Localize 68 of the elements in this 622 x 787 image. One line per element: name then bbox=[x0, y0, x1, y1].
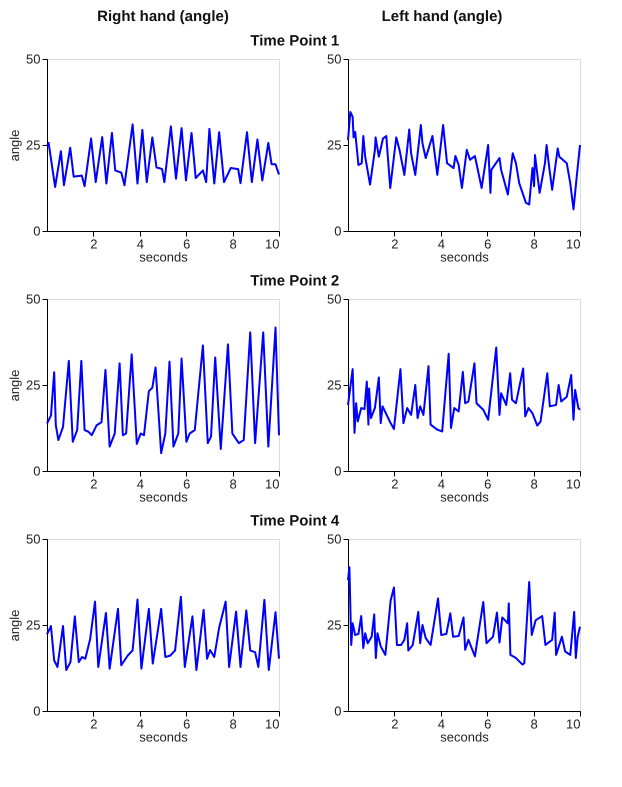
x-tick-label: 2 bbox=[391, 236, 399, 252]
y-tick-label: 50 bbox=[26, 292, 40, 306]
x-axis-title: seconds bbox=[139, 730, 188, 744]
x-tick-label: 2 bbox=[391, 476, 399, 492]
line-series bbox=[347, 110, 581, 210]
y-axis-title: angle bbox=[7, 130, 22, 162]
y-tick-label: 50 bbox=[26, 532, 40, 546]
x-tick-label: 10 bbox=[566, 476, 580, 492]
x-tick-label: 6 bbox=[183, 716, 190, 732]
x-tick-label: 10 bbox=[566, 236, 580, 252]
chart-subtitle: Time Point 1 bbox=[250, 32, 340, 50]
y-tick-label: 50 bbox=[327, 532, 342, 546]
x-axis-title: seconds bbox=[440, 730, 490, 744]
x-tick-label: 4 bbox=[438, 476, 445, 492]
y-tick-label: 0 bbox=[334, 224, 342, 238]
y-tick-label: 25 bbox=[327, 138, 342, 152]
x-tick-label: 8 bbox=[530, 716, 538, 732]
x-tick-label: 6 bbox=[183, 476, 190, 492]
x-tick-label: 10 bbox=[265, 716, 280, 732]
x-tick-label: 8 bbox=[229, 236, 237, 252]
y-tick-label: 25 bbox=[327, 618, 342, 632]
x-tick-label: 8 bbox=[530, 476, 538, 492]
chart-subtitle: Time Point 4 bbox=[250, 512, 340, 530]
line-series bbox=[46, 596, 280, 672]
x-tick-label: 8 bbox=[229, 476, 237, 492]
x-tick-label: 6 bbox=[484, 716, 492, 732]
y-tick-label: 25 bbox=[26, 618, 40, 632]
y-tick-label: 50 bbox=[327, 292, 342, 306]
x-tick-label: 4 bbox=[136, 476, 144, 492]
y-tick-label: 0 bbox=[33, 224, 40, 238]
x-tick-label: 4 bbox=[136, 716, 144, 732]
chart-subtitle: Time Point 2 bbox=[250, 272, 340, 290]
x-tick-label: 4 bbox=[438, 236, 445, 252]
x-tick-label: 2 bbox=[90, 476, 98, 492]
y-tick-label: 25 bbox=[26, 138, 40, 152]
x-axis-title: seconds bbox=[440, 490, 490, 504]
x-tick-label: 10 bbox=[566, 716, 580, 732]
x-tick-label: 8 bbox=[530, 236, 538, 252]
x-tick-label: 4 bbox=[438, 716, 445, 732]
line-series bbox=[347, 346, 581, 434]
x-tick-label: 10 bbox=[265, 476, 280, 492]
x-tick-label: 10 bbox=[265, 236, 280, 252]
y-axis-title: angle bbox=[7, 370, 22, 402]
x-tick-label: 2 bbox=[90, 716, 98, 732]
x-axis-title: seconds bbox=[440, 250, 490, 264]
y-tick-label: 0 bbox=[33, 464, 40, 478]
y-tick-label: 50 bbox=[26, 52, 40, 66]
y-tick-label: 50 bbox=[327, 52, 342, 66]
x-tick-label: 8 bbox=[229, 716, 237, 732]
y-tick-label: 0 bbox=[334, 464, 342, 478]
y-tick-label: 0 bbox=[33, 704, 40, 718]
x-tick-label: 2 bbox=[391, 716, 399, 732]
line-series bbox=[347, 566, 581, 666]
y-tick-label: 25 bbox=[327, 378, 342, 392]
y-tick-label: 0 bbox=[334, 704, 342, 718]
x-axis-title: seconds bbox=[139, 490, 188, 504]
chart-title: Right hand (angle) bbox=[97, 8, 229, 25]
x-tick-label: 6 bbox=[183, 236, 190, 252]
x-tick-label: 6 bbox=[484, 236, 492, 252]
x-axis-title: seconds bbox=[139, 250, 188, 264]
y-tick-label: 25 bbox=[26, 378, 40, 392]
x-tick-label: 2 bbox=[90, 236, 98, 252]
line-series bbox=[46, 326, 280, 454]
x-tick-label: 4 bbox=[136, 236, 144, 252]
y-axis-title: angle bbox=[7, 610, 22, 642]
line-series bbox=[46, 123, 280, 188]
x-tick-label: 6 bbox=[484, 476, 492, 492]
chart-title: Left hand (angle) bbox=[382, 8, 502, 25]
